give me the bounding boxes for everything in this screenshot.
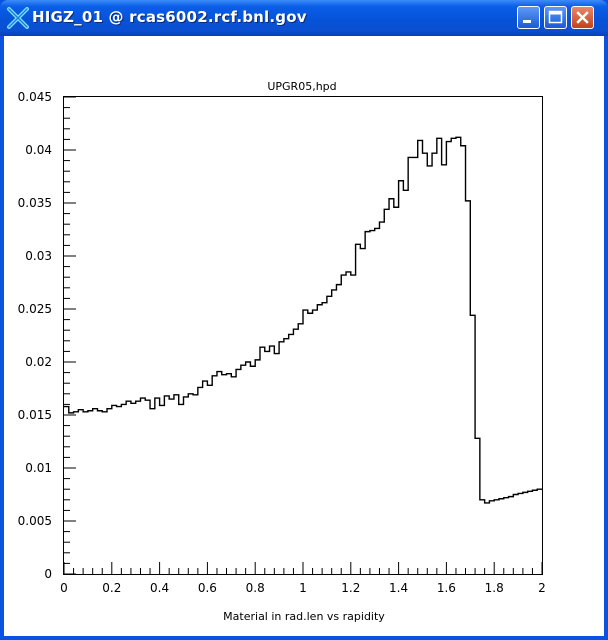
y-tick-label: 0.03 — [25, 249, 52, 263]
x-tick-label: 2 — [538, 581, 546, 595]
y-tick-label: 0 — [44, 567, 52, 581]
x-tick-label: 0 — [60, 581, 68, 595]
histogram-line — [64, 136, 542, 504]
y-tick-label: 0.005 — [18, 514, 52, 528]
y-tick-label: 0.02 — [25, 355, 52, 369]
histogram-chart: UPGR05,hpd 0 0.2 0.4 0.6 0.8 1 1.2 1.4 1.6 1.8 2 0… — [18, 80, 546, 623]
y-tick-label: 0.025 — [18, 302, 52, 316]
x-tick-label: 0.6 — [198, 581, 217, 595]
y-tick-label: 0.04 — [25, 143, 52, 157]
close-button[interactable] — [571, 6, 594, 29]
x-tick-label: 0.4 — [150, 581, 169, 595]
x-tick-label: 1.8 — [485, 581, 504, 595]
y-tick-label: 0.045 — [18, 90, 52, 104]
axis-ticks — [63, 96, 543, 575]
close-icon — [576, 11, 589, 24]
x-axis-label: Material in rad.len vs rapidity — [223, 610, 385, 623]
x-tick-label: 1.4 — [389, 581, 408, 595]
y-tick-label: 0.015 — [18, 408, 52, 422]
plot-frame — [63, 96, 543, 575]
title-bar[interactable]: HIGZ_01 @ rcas6002.rcf.bnl.gov — [0, 0, 608, 36]
x-tick-label: 1.6 — [437, 581, 456, 595]
maximize-button[interactable] — [544, 6, 567, 29]
higz-x-icon — [7, 7, 29, 29]
x-tick-label: 0.8 — [246, 581, 265, 595]
window-title: HIGZ_01 @ rcas6002.rcf.bnl.gov — [32, 8, 307, 26]
minimize-button[interactable] — [517, 6, 540, 29]
x-tick-label: 0.2 — [102, 581, 121, 595]
y-tick-label: 0.035 — [18, 196, 52, 210]
y-tick-label: 0.01 — [25, 461, 52, 475]
maximize-icon — [548, 10, 563, 24]
x-tick-labels: 0 0.2 0.4 0.6 0.8 1 1.2 1.4 1.6 1.8 2 — [60, 581, 546, 595]
chart-title: UPGR05,hpd — [267, 80, 336, 93]
y-tick-labels: 0 0.005 0.01 0.015 0.02 0.025 0.03 0.035 0.04 0.0… — [18, 90, 52, 581]
x-tick-label: 1 — [299, 581, 307, 595]
x-tick-label: 1.2 — [341, 581, 360, 595]
minimize-icon — [523, 20, 531, 23]
canvas-area: UPGR05,hpd 0 0.2 0.4 0.6 0.8 1 1.2 1.4 1.6 1.8 2 0… — [4, 36, 604, 636]
window-bottom-border — [0, 636, 608, 640]
